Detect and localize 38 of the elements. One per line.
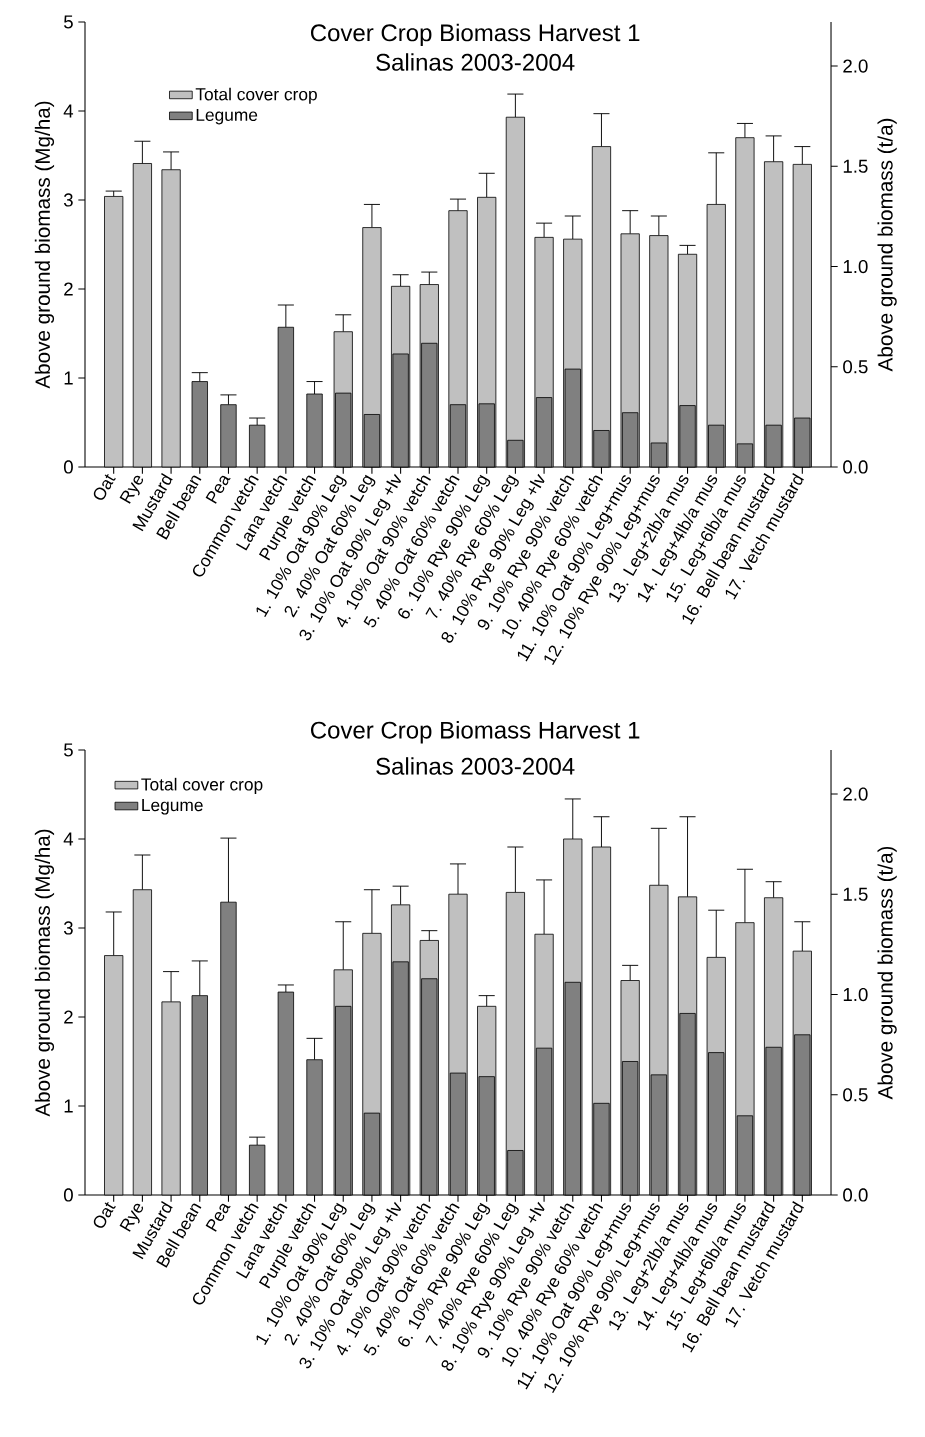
y2-tick-label: 0.0: [843, 1188, 868, 1202]
chart-title: Cover Crop Biomass Harvest 1: [310, 721, 640, 744]
y2-tick-label: 2.0: [843, 787, 868, 801]
chart-subtitle: Salinas 2003-2004: [376, 757, 575, 775]
y-tick-label: 2: [64, 282, 73, 296]
y2-tick-label: 1.0: [843, 987, 868, 1002]
y-tick-label: 0: [63, 1188, 73, 1202]
y-tick-label: 0: [63, 460, 73, 474]
y2-axis-title: Above ground biomass (t/a): [877, 846, 897, 1100]
y-tick-label: 4: [63, 832, 74, 846]
legend-label: Total cover crop: [195, 87, 317, 104]
y2-tick-label: 0.5: [843, 360, 868, 374]
legend-label: Legume: [142, 799, 203, 815]
x-tick-label: Oat: [93, 1201, 116, 1228]
y-tick-label: 3: [63, 921, 73, 935]
y2-tick-label: 1.0: [843, 259, 868, 274]
y-tick-label: 1: [64, 371, 73, 385]
text: Salinas 2003-2004: [376, 53, 575, 71]
y2-tick-label: 1.5: [843, 887, 868, 901]
y2-axis-title: Above ground biomass (t/a): [877, 118, 897, 372]
y2-tick-label: 0.0: [843, 460, 868, 474]
legend-label: Legume: [196, 108, 258, 125]
y-tick-label: 5: [63, 743, 73, 757]
y-tick-label: 4: [63, 104, 74, 118]
y2-tick-label: 0.5: [843, 1088, 868, 1102]
y-tick-label: 1: [64, 1099, 73, 1113]
x-tick-label: Pea: [205, 475, 231, 504]
y2-tick-label: 1.5: [843, 159, 868, 173]
y-tick-label: 3: [63, 193, 73, 207]
chart-title: Cover Crop Biomass Harvest 1: [310, 23, 640, 47]
x-tick-label: Oat: [93, 473, 116, 500]
y-axis-title: Above ground biomass (Mg/ha): [34, 829, 55, 1117]
legend-label: Total cover crop: [141, 777, 263, 794]
y-tick-label: 5: [63, 15, 73, 29]
y-tick-label: 2: [64, 1010, 73, 1024]
y-axis-title: Above ground biomass (Mg/ha): [34, 101, 55, 389]
y2-tick-label: 2.0: [843, 59, 868, 73]
x-tick-label: Pea: [205, 1203, 231, 1232]
